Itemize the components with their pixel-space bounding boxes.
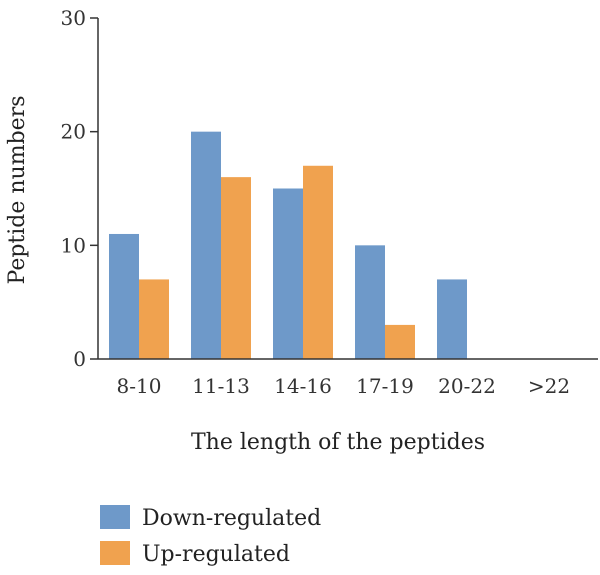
legend-label: Up-regulated	[142, 542, 290, 567]
x-axis-title: The length of the peptides	[191, 430, 485, 455]
x-tick-label: 8-10	[117, 374, 162, 398]
bar-up-regulated	[221, 177, 251, 359]
bar-down-regulated	[273, 188, 303, 359]
legend-label: Down-regulated	[142, 506, 321, 531]
x-tick-label: 20-22	[438, 374, 496, 398]
x-tick-label: 14-16	[274, 374, 332, 398]
bar-down-regulated	[109, 233, 139, 359]
y-tick-label: 10	[61, 233, 86, 257]
y-ticks-group: 0 10 20 30	[61, 6, 98, 371]
y-tick-label: 30	[61, 6, 86, 30]
x-ticks-group: 8-10 11-13 14-16 17-19 20-22 >22	[117, 374, 571, 398]
x-tick-label: 17-19	[356, 374, 414, 398]
bars-group	[109, 131, 467, 359]
bar-down-regulated	[437, 279, 467, 359]
x-tick-label: 11-13	[192, 374, 250, 398]
y-axis-title: Peptide numbers	[5, 96, 30, 285]
bar-up-regulated	[385, 324, 415, 359]
y-tick-label: 20	[61, 120, 86, 144]
legend-swatch	[100, 505, 130, 529]
x-tick-label: >22	[528, 374, 570, 398]
legend: Down-regulated Up-regulated	[100, 505, 321, 567]
bar-up-regulated	[139, 279, 169, 359]
bar-down-regulated	[355, 245, 385, 359]
bar-up-regulated	[303, 165, 333, 359]
bar-down-regulated	[191, 131, 221, 359]
y-tick-label: 0	[73, 347, 86, 371]
legend-swatch	[100, 541, 130, 565]
